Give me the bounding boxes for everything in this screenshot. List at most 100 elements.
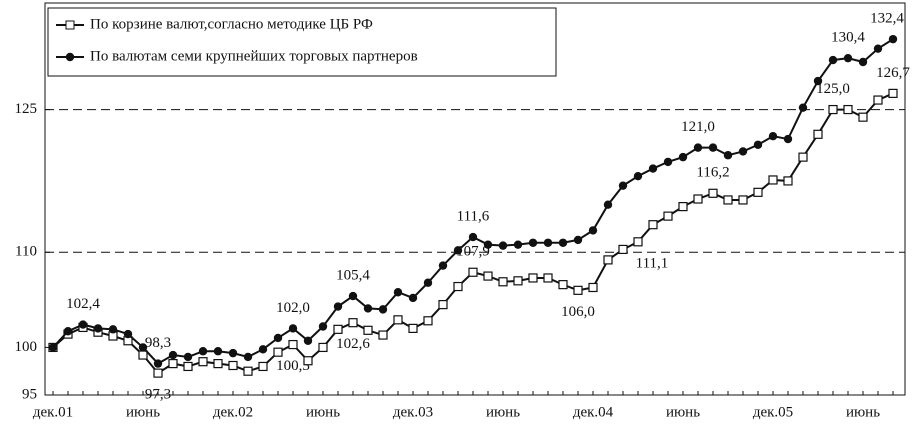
x-tick-label: июнь xyxy=(846,404,880,420)
point xyxy=(228,348,238,358)
point xyxy=(543,238,553,247)
point xyxy=(378,305,388,314)
point xyxy=(63,327,73,336)
point xyxy=(303,336,313,345)
point xyxy=(888,88,898,98)
point xyxy=(333,324,343,334)
point xyxy=(123,329,133,339)
point xyxy=(288,339,298,350)
y-tick-label: 125 xyxy=(15,101,38,117)
x-tick-label: дек.04 xyxy=(573,404,614,420)
point xyxy=(603,200,613,209)
point xyxy=(453,281,463,292)
legend-box xyxy=(47,7,557,77)
y-tick-label: 95 xyxy=(22,386,37,402)
point xyxy=(873,95,883,105)
legend-marker xyxy=(65,20,75,30)
point xyxy=(378,330,388,340)
point xyxy=(363,325,373,335)
point xyxy=(423,278,433,287)
point xyxy=(468,267,478,277)
y-tick-label: 100 xyxy=(15,339,38,355)
point xyxy=(648,220,658,230)
point xyxy=(723,151,733,160)
point xyxy=(168,350,178,360)
point xyxy=(648,164,658,173)
point xyxy=(78,320,88,329)
x-tick-label: дек.03 xyxy=(393,404,433,420)
data-label: 121,0 xyxy=(681,119,715,135)
data-label: 98,3 xyxy=(145,335,171,351)
point xyxy=(738,195,748,205)
point xyxy=(213,347,223,356)
point xyxy=(438,300,448,310)
legend-label: По валютам семи крупнейших торговых парт… xyxy=(90,48,418,64)
x-tick-label: июнь xyxy=(486,404,520,420)
point xyxy=(888,34,898,44)
x-tick-label: дек.05 xyxy=(753,404,793,420)
point xyxy=(693,194,703,204)
legend-label: По корзине валют,согласно методике ЦБ РФ xyxy=(90,16,373,32)
point xyxy=(513,276,523,286)
point xyxy=(318,322,328,331)
point xyxy=(828,55,838,65)
point xyxy=(783,176,793,186)
point xyxy=(153,368,163,378)
point xyxy=(468,232,478,242)
data-label: 106,0 xyxy=(561,304,595,320)
point xyxy=(483,240,493,249)
point xyxy=(273,347,283,357)
point xyxy=(558,280,568,290)
point xyxy=(558,238,568,247)
point xyxy=(543,273,553,283)
point xyxy=(678,202,688,212)
point xyxy=(393,288,403,297)
point xyxy=(288,324,298,333)
point xyxy=(348,318,358,328)
point xyxy=(168,359,178,369)
point xyxy=(108,325,118,334)
data-label: 126,7 xyxy=(876,65,910,81)
data-label: 105,4 xyxy=(336,267,370,283)
point xyxy=(363,304,373,313)
point xyxy=(48,343,58,352)
point xyxy=(753,187,763,197)
point xyxy=(408,293,418,303)
point xyxy=(588,282,598,293)
point xyxy=(213,359,223,369)
series-line xyxy=(52,38,894,365)
x-tick-label: дек.01 xyxy=(33,404,73,420)
data-label: 132,4 xyxy=(870,11,904,27)
point xyxy=(333,302,343,311)
data-label: 130,4 xyxy=(831,30,865,46)
data-label: 111,6 xyxy=(457,208,490,224)
point xyxy=(708,188,718,198)
point xyxy=(828,104,838,115)
point xyxy=(198,357,208,367)
point xyxy=(798,103,808,112)
point xyxy=(408,323,418,333)
point xyxy=(453,246,463,255)
plot-frame xyxy=(44,2,906,396)
point xyxy=(93,324,103,333)
point xyxy=(258,345,268,354)
data-label: 97,3 xyxy=(145,387,171,403)
y-tick-label: 110 xyxy=(15,244,37,260)
point xyxy=(153,359,163,368)
point xyxy=(438,261,448,270)
point xyxy=(783,134,793,144)
point xyxy=(633,171,643,181)
point xyxy=(183,352,193,362)
point xyxy=(843,104,853,115)
x-tick-label: июнь xyxy=(666,404,700,420)
point xyxy=(768,132,778,141)
point xyxy=(318,342,328,353)
point xyxy=(768,175,778,185)
point xyxy=(303,356,313,366)
point xyxy=(618,181,628,190)
data-label: 102,6 xyxy=(336,336,370,352)
point xyxy=(498,241,508,250)
x-tick-label: июнь xyxy=(126,404,160,420)
point xyxy=(243,366,253,376)
